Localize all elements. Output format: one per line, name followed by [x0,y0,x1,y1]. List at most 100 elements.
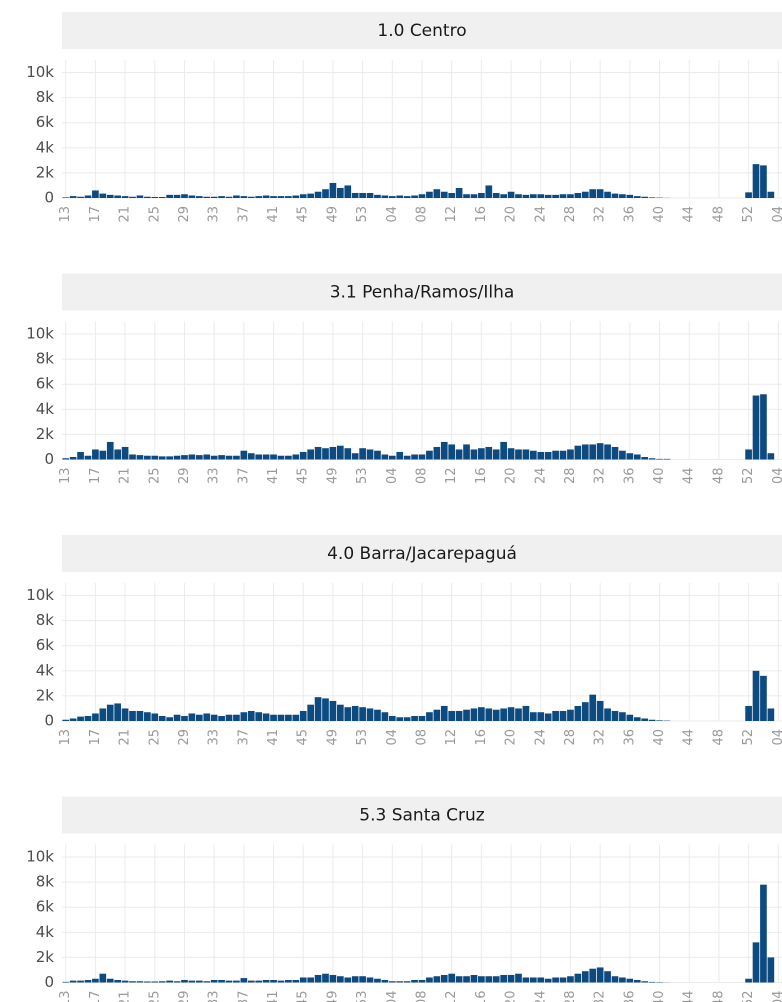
bar [210,979,218,983]
bar [492,976,500,983]
bar [426,450,433,460]
y-tick-label: 4k [36,400,55,418]
bar [121,196,129,198]
bar [188,454,196,460]
bar [589,189,597,198]
bar [619,450,626,460]
bar [151,196,159,198]
y-tick-label: 6k [36,898,55,916]
bar [322,698,329,721]
bar [544,451,552,460]
bar [745,449,752,460]
y-tick-label: 0 [44,450,54,468]
x-tick-label: 36 [622,468,637,485]
bar [129,454,136,460]
bar [188,195,196,198]
bar [507,707,515,721]
x-tick-label: 04 [771,468,782,485]
bar [596,700,604,721]
bar [463,976,470,983]
facet-title: 5.3 Santa Cruz [359,806,485,826]
bar [285,979,292,983]
bar [62,981,70,983]
bar [151,981,159,983]
bar [366,977,374,983]
bar [537,451,545,460]
x-tick-label: 08 [415,468,430,485]
bar [559,710,567,721]
bar [285,714,292,721]
x-tick-label: 28 [563,206,578,223]
bar [760,165,767,198]
bar [106,704,114,721]
bar [559,450,567,460]
bar [418,715,426,721]
x-tick-label: 52 [741,468,756,485]
bar [411,715,418,721]
bar [567,194,574,198]
x-tick-label: 32 [593,206,608,223]
x-tick-label: 20 [504,729,519,746]
bar [255,454,263,460]
bar [403,981,411,983]
bar [99,450,107,460]
bar [470,708,478,721]
bar [455,710,463,721]
bar [151,455,159,460]
bar [574,705,582,721]
facet-title: 4.0 Barra/Jacarepaguá [327,544,517,564]
bar [537,977,545,983]
bar [84,195,92,198]
bar [314,697,322,721]
bar [760,394,767,460]
bar [255,712,263,721]
bar [292,454,300,460]
x-tick-label: 52 [741,206,756,223]
x-tick-label: 12 [444,729,459,746]
bar [69,196,77,198]
x-tick-label: 37 [236,991,251,1002]
bar [374,709,381,721]
x-tick-label: 40 [652,729,667,746]
x-tick-label: 21 [118,991,133,1002]
x-tick-label: 28 [563,729,578,746]
bar [359,192,366,198]
bar [129,981,136,983]
y-tick-label: 10k [26,586,54,604]
x-tick-label: 21 [118,729,133,746]
x-tick-label: 25 [147,206,162,223]
bar [381,712,389,721]
bar [463,194,470,198]
bar [604,971,611,983]
bar [329,700,337,721]
bar [515,708,522,721]
bar [233,195,240,198]
x-tick-label: 21 [118,468,133,485]
bar [233,714,240,721]
bar [77,716,84,721]
bar [92,190,99,198]
bar [544,978,552,983]
x-tick-label: 29 [177,206,192,223]
bar [62,458,70,460]
bar [240,196,248,198]
bar [247,453,255,460]
bar [203,196,211,198]
bar [136,710,144,721]
x-tick-label: 16 [474,468,489,485]
x-tick-label: 24 [533,729,548,746]
x-tick-label: 28 [563,468,578,485]
bar [648,458,656,460]
x-tick-label: 37 [236,729,251,746]
x-tick-label: 49 [325,729,340,746]
x-tick-label: 48 [711,468,726,485]
bar [181,194,188,198]
bar [270,196,277,198]
x-tick-label: 33 [207,206,222,223]
x-tick-label: 12 [444,991,459,1002]
bar [233,980,240,983]
bar [470,449,478,460]
bar [240,978,248,983]
bar [559,194,567,198]
y-tick-label: 6k [36,375,55,393]
